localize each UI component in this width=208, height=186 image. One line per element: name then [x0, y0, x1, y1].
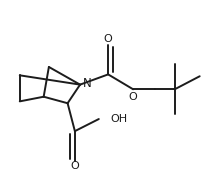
Text: O: O [71, 161, 79, 171]
Text: O: O [129, 92, 137, 102]
Text: N: N [83, 77, 92, 90]
Text: O: O [104, 34, 113, 44]
Text: OH: OH [110, 114, 127, 124]
